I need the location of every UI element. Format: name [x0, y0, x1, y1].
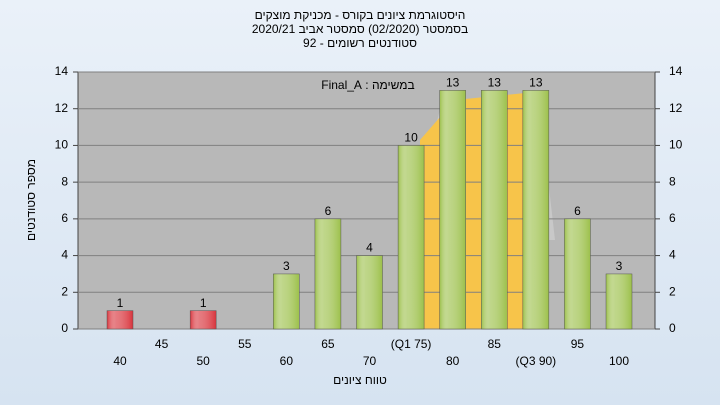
value-label: 6 — [325, 204, 332, 218]
x-tick-label: 85 — [488, 337, 502, 351]
bar — [273, 273, 300, 330]
value-label: 13 — [446, 76, 460, 90]
value-label: 1 — [117, 296, 124, 310]
y2-tick-label: 12 — [669, 101, 683, 115]
y-tick-label: 8 — [61, 174, 68, 188]
x-tick-label: (Q3 90) — [515, 354, 556, 368]
y-tick-label: 6 — [61, 211, 68, 225]
y2-tick-label: 10 — [669, 138, 683, 152]
bar — [397, 145, 425, 330]
y2-tick-label: 14 — [669, 64, 683, 78]
bar — [522, 90, 550, 330]
value-label: 3 — [616, 259, 623, 273]
annotation: במשימה : Final_A — [321, 78, 414, 92]
value-label: 3 — [283, 259, 290, 273]
x-tick-label: 95 — [571, 337, 585, 351]
iqr-area — [420, 92, 538, 329]
x-tick-label: 55 — [238, 337, 252, 351]
title-line: סטודנטים רשומים - 92 — [303, 36, 417, 50]
y2-tick-label: 8 — [669, 174, 676, 188]
title-line: בסמסטר (02/2020) סמסטר אביב 2020/21 — [252, 22, 468, 36]
y-tick-label: 12 — [55, 101, 69, 115]
y-tick-label: 2 — [61, 284, 68, 298]
value-label: 1 — [200, 296, 207, 310]
x-tick-label: 45 — [155, 337, 169, 351]
bar — [189, 310, 217, 330]
y2-tick-label: 4 — [669, 248, 676, 262]
title-line: היסטוגרמת ציונים בקורס - מכניקת מוצקים — [255, 8, 466, 22]
value-label: 13 — [529, 76, 543, 90]
x-tick-label: 80 — [446, 354, 460, 368]
x-tick-label: 100 — [609, 354, 629, 368]
y-tick-label: 0 — [61, 321, 68, 335]
value-label: 4 — [366, 241, 373, 255]
bar — [481, 90, 508, 330]
y-tick-label: 4 — [61, 248, 68, 262]
x-axis-label: טווח ציונים — [333, 373, 387, 387]
x-tick-label: 65 — [321, 337, 335, 351]
y2-tick-label: 6 — [669, 211, 676, 225]
value-label: 10 — [404, 131, 418, 145]
x-tick-label: 50 — [196, 354, 210, 368]
bar — [605, 273, 633, 330]
x-tick-label: 70 — [363, 354, 377, 368]
bar — [439, 90, 466, 330]
y-tick-label: 14 — [55, 64, 69, 78]
bar — [106, 310, 134, 330]
x-tick-label: 40 — [113, 354, 127, 368]
y2-tick-label: 2 — [669, 284, 676, 298]
value-label: 6 — [574, 204, 581, 218]
bar — [564, 218, 591, 330]
grid — [78, 71, 655, 330]
value-label: 13 — [488, 76, 502, 90]
x-tick-label: 60 — [280, 354, 294, 368]
y-axis-label: מספר סטודנטים — [24, 159, 38, 241]
y2-tick-label: 0 — [669, 321, 676, 335]
y-tick-label: 10 — [55, 138, 69, 152]
bar — [356, 255, 383, 330]
bar — [314, 218, 342, 330]
x-tick-label: (Q1 75) — [391, 337, 432, 351]
